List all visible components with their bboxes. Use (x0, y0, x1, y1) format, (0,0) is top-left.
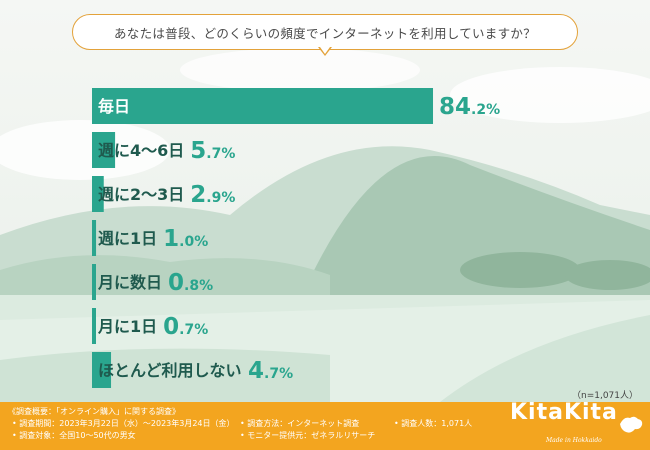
category-label-1: 週に4〜6日 (98, 141, 184, 160)
category-label-4: 月に数日 (97, 273, 162, 292)
value-label-3: 1.0% (163, 226, 208, 252)
bar-0 (92, 88, 434, 124)
value-label-1: 5.7% (190, 138, 235, 164)
footer-title: 《調査概要：「オンライン購入」に関する調査》 (8, 407, 180, 416)
category-label-6: ほとんど利用しない (98, 361, 242, 380)
sample-size: （n=1,071人） (571, 391, 638, 401)
survey-footer: 《調査概要：「オンライン購入」に関する調査》 • 調査期間：2023年3月22日… (0, 402, 650, 450)
value-label-6: 4.7% (248, 358, 293, 384)
footer-item-provider: • モニター提供元：ゼネラルリサーチ (240, 431, 376, 440)
bubble-tail-inner (320, 47, 330, 54)
bar-chart: 毎日 84.2% 週に4〜6日 5.7% 週に2〜3日 2.9% 週に1日 1.0% 月に数日 0… (92, 88, 500, 388)
footer-item-period: • 調査期間：2023年3月22日（水）〜2023年3月24日（金） (12, 419, 235, 428)
logo-text: KitaKita (510, 400, 618, 425)
category-label-5: 月に1日 (97, 317, 157, 336)
kitakita-logo: KitaKita Made in Hokkaido (510, 400, 643, 446)
bar-1 (92, 132, 116, 168)
value-label-2: 2.9% (190, 182, 235, 208)
bar-6 (92, 352, 112, 388)
bar-2 (92, 176, 104, 212)
question-bubble: あなたは普段、どのくらいの頻度でインターネットを利用していますか？ (72, 14, 578, 50)
value-label-4: 0.8% (168, 270, 213, 296)
value-label-5: 0.7% (163, 314, 208, 340)
category-label-0: 毎日 (98, 97, 130, 116)
category-label-2: 週に2〜3日 (98, 185, 184, 204)
logo-tagline: Made in Hokkaido (546, 437, 602, 444)
question-text: あなたは普段、どのくらいの頻度でインターネットを利用していますか？ (113, 25, 537, 41)
bar-5 (92, 308, 96, 344)
footer-item-target: • 調査対象：全国10〜50代の男女 (12, 431, 136, 440)
footer-item-count: • 調査人数：1,071人 (394, 419, 473, 428)
hokkaido-map-icon (620, 416, 643, 433)
bar-4 (92, 264, 96, 300)
bar-3 (92, 220, 97, 256)
category-label-3: 週に1日 (98, 229, 157, 248)
value-label-0: 84.2% (439, 94, 500, 120)
background-landscape (0, 0, 650, 402)
footer-item-method: • 調査方法：インターネット調査 (240, 419, 360, 428)
